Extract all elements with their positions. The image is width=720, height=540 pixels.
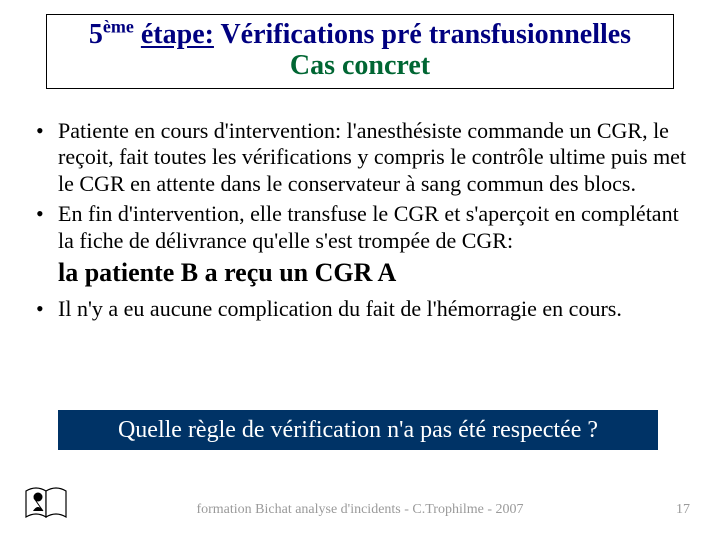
body-area: Patiente en cours d'intervention: l'anes… bbox=[30, 118, 690, 326]
bullet-item: En fin d'intervention, elle transfuse le… bbox=[30, 201, 690, 254]
title-line-2: Cas concret bbox=[53, 50, 667, 81]
bullet-list: Patiente en cours d'intervention: l'anes… bbox=[30, 118, 690, 254]
slide: 5ème étape: Vérifications pré transfusio… bbox=[0, 0, 720, 540]
title-line-1: 5ème étape: Vérifications pré transfusio… bbox=[53, 19, 667, 50]
open-book-silhouette-icon bbox=[24, 481, 72, 526]
bullet-item: Il n'y a eu aucune complication du fait … bbox=[30, 296, 690, 322]
etape-label: étape: bbox=[141, 19, 214, 50]
title-main: Vérifications pré transfusionnelles bbox=[214, 19, 631, 50]
bullet-item: Patiente en cours d'intervention: l'anes… bbox=[30, 118, 690, 197]
emphasis-line: la patiente B a reçu un CGR A bbox=[30, 258, 690, 288]
question-bar: Quelle règle de vérification n'a pas été… bbox=[58, 410, 658, 450]
footer-text: formation Bichat analyse d'incidents - C… bbox=[100, 502, 620, 518]
question-text: Quelle règle de vérification n'a pas été… bbox=[118, 417, 598, 443]
bullet-list-2: Il n'y a eu aucune complication du fait … bbox=[30, 296, 690, 322]
footer: formation Bichat analyse d'incidents - C… bbox=[0, 486, 720, 526]
ordinal-number: 5 bbox=[89, 19, 103, 50]
title-box: 5ème étape: Vérifications pré transfusio… bbox=[46, 14, 674, 89]
ordinal-sup: ème bbox=[103, 17, 134, 37]
spacer bbox=[134, 19, 141, 50]
page-number: 17 bbox=[676, 502, 690, 518]
